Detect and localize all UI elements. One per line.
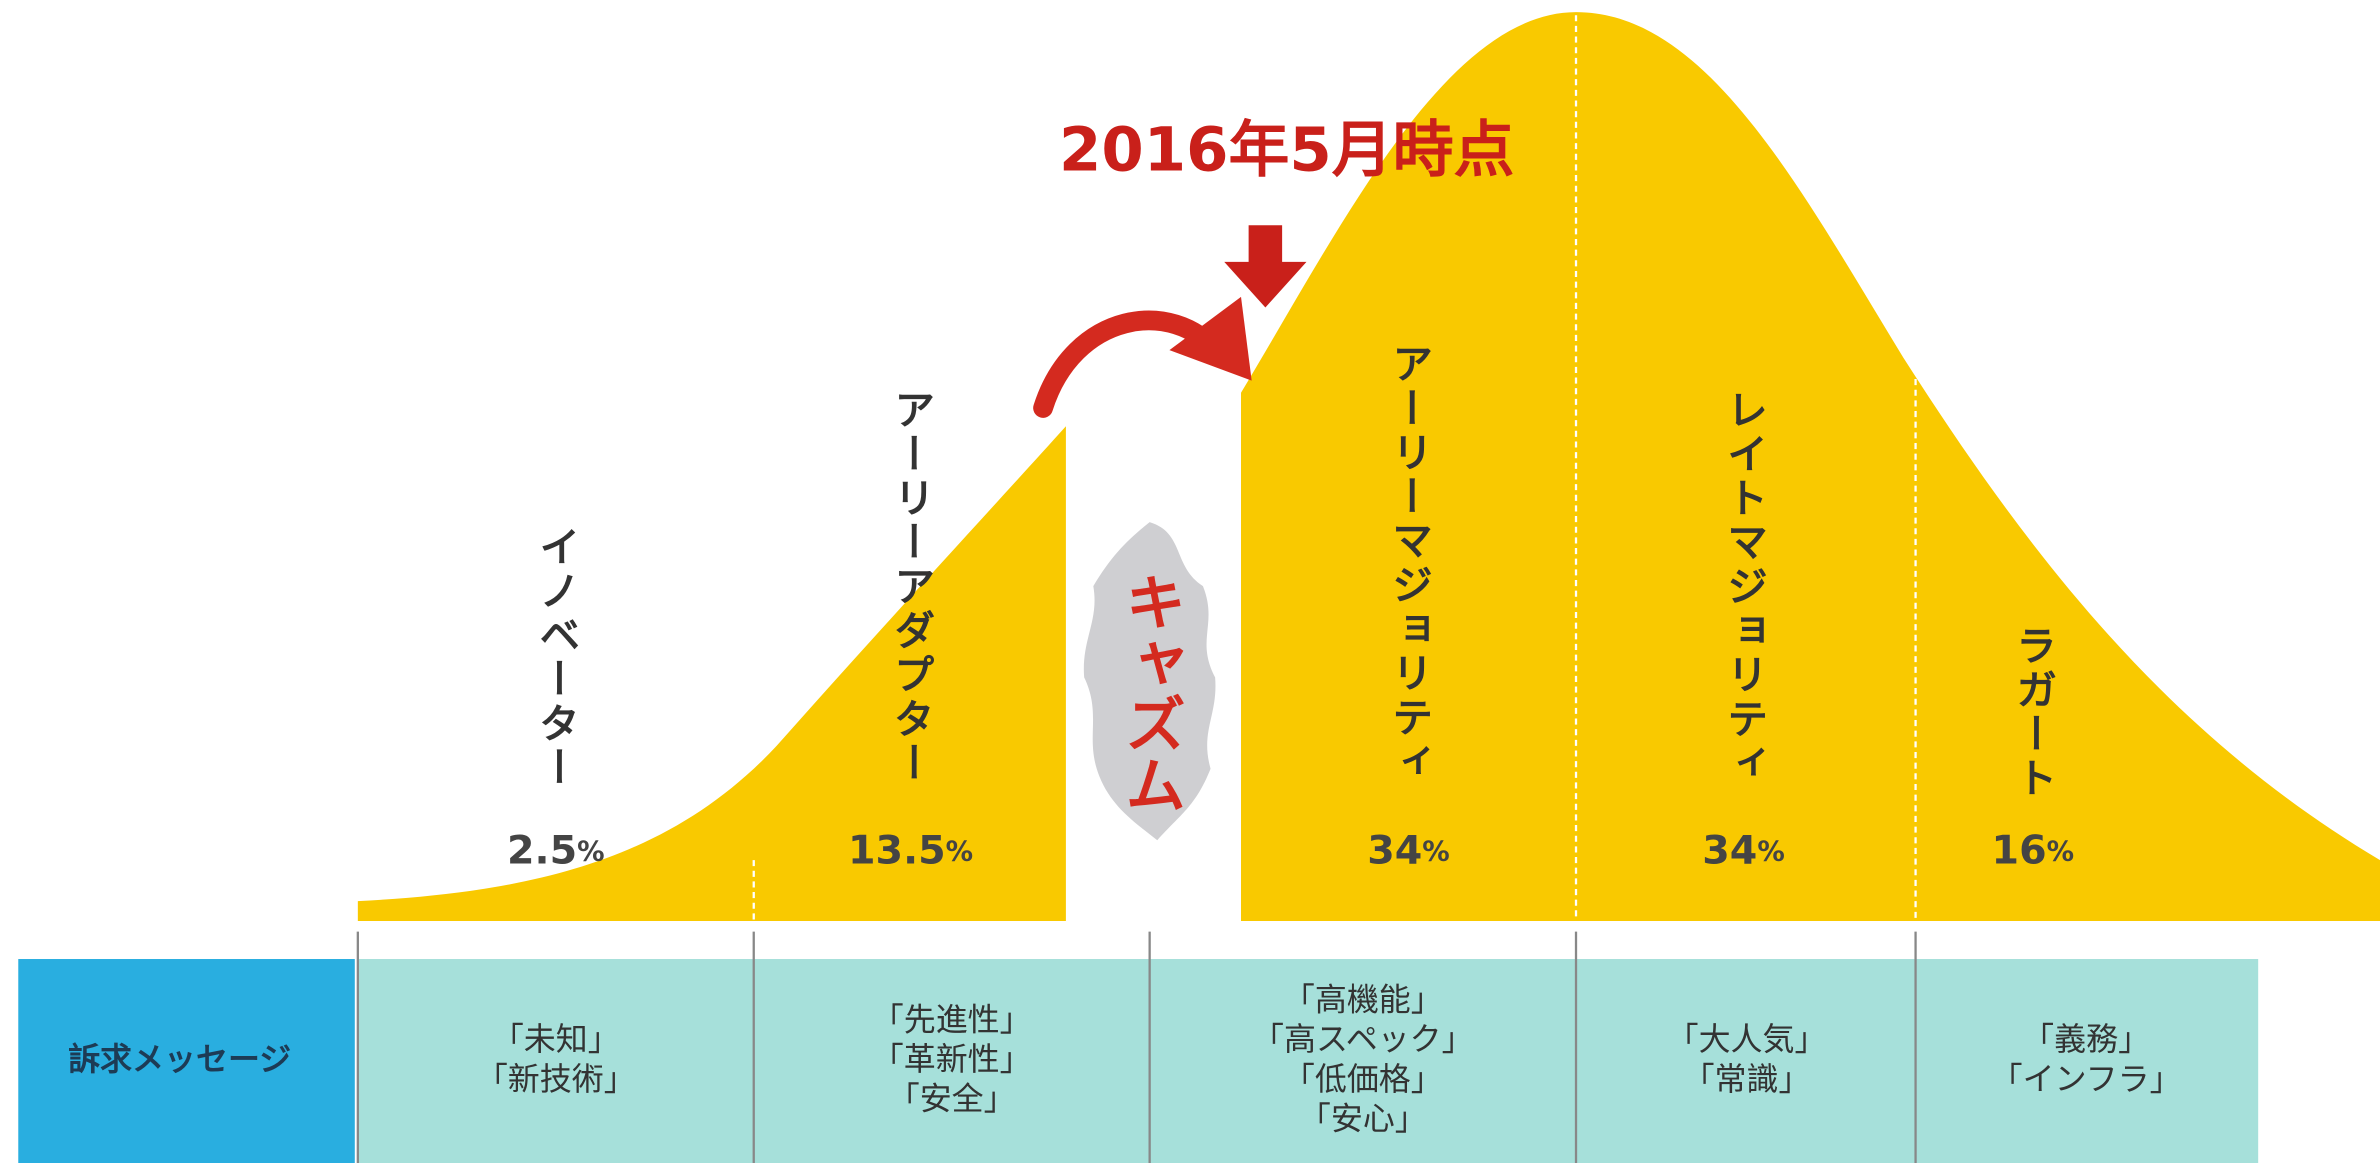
message: 「低価格」 [1283, 1060, 1443, 1098]
message: 「高機能」 [1283, 981, 1443, 1019]
header-cell [18, 959, 355, 1163]
message: 「新技術」 [476, 1060, 636, 1098]
share-unit: % [1422, 836, 1449, 867]
message: 「安心」 [1299, 1099, 1427, 1137]
title: 2016年5月時点 [1059, 115, 1514, 186]
segment-label: アーリーアダプター [887, 388, 935, 785]
down-arrow [1224, 225, 1307, 308]
chasm-cloud [1083, 522, 1216, 841]
message: 「安全」 [888, 1080, 1016, 1118]
message: 「インフラ」 [1991, 1060, 2182, 1098]
share-unit: % [2047, 836, 2074, 867]
share-value: 2.5 [507, 827, 577, 873]
share-unit: % [577, 836, 604, 867]
message: 「先進性」 [872, 1000, 1032, 1038]
share-value: 34 [1702, 827, 1757, 873]
column-lines [356, 931, 1917, 1163]
message: 「未知」 [492, 1020, 620, 1058]
dividers [752, 15, 1917, 921]
share-value: 13.5 [848, 827, 946, 873]
segment-share: 16% [1992, 827, 2075, 873]
segment-label: ラガート [2009, 624, 2057, 801]
row-header: 訴求メッセージ [68, 1040, 291, 1078]
segment-label: イノベーター [532, 525, 580, 790]
curve-left [357, 426, 1066, 921]
share-value: 34 [1367, 827, 1422, 873]
message-row [357, 959, 2259, 1163]
message: 「大人気」 [1667, 1020, 1827, 1058]
segment-share: 34% [1702, 827, 1785, 873]
share-value: 16 [1992, 827, 2047, 873]
message: 「革新性」 [872, 1040, 1032, 1078]
curve-right [1241, 12, 2380, 921]
message: 「常識」 [1683, 1060, 1811, 1098]
share-unit: % [946, 836, 973, 867]
message: 「高スペック」 [1252, 1020, 1474, 1058]
share-unit: % [1757, 836, 1784, 867]
segment-share: 34% [1367, 827, 1450, 873]
segment-label: アーリーマジョリティ [1385, 343, 1433, 784]
message: 「義務」 [2022, 1020, 2150, 1058]
leap-arrow-head [1169, 296, 1252, 381]
segment-label: レイトマジョリティ [1720, 388, 1768, 785]
segment-share: 13.5% [848, 827, 973, 873]
chasm-label: キャズム [1114, 571, 1185, 815]
segment-share: 2.5% [507, 827, 605, 873]
